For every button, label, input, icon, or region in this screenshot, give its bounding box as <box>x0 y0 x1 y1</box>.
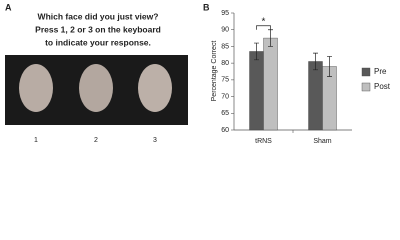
y-tick-label: 85 <box>221 43 229 50</box>
y-tick-label: 70 <box>221 93 229 100</box>
face <box>79 64 113 112</box>
panel-label: B <box>203 2 210 12</box>
figure: A Which face did you just view? Press 1,… <box>5 2 391 145</box>
significance-bracket <box>256 25 271 30</box>
error-bar <box>327 56 332 77</box>
face <box>138 64 172 112</box>
face-images <box>5 55 188 125</box>
x-tick-label: Sham <box>313 138 331 145</box>
y-tick-label: 95 <box>221 10 229 17</box>
panel-label: A <box>5 2 12 12</box>
error-bar <box>254 42 259 61</box>
error-bar <box>313 52 318 71</box>
instruction-line: to indicate your response. <box>45 37 151 47</box>
y-tick-label: 65 <box>221 110 229 117</box>
y-tick-label: 90 <box>221 27 229 34</box>
error-bar <box>268 29 273 47</box>
instruction-line: Press 1, 2 or 3 on the keyboard <box>35 24 161 34</box>
face <box>19 64 53 112</box>
bar <box>249 51 264 131</box>
face-number: 3 <box>153 137 157 144</box>
legend-label: Pre <box>374 67 387 76</box>
face-number: 1 <box>34 137 38 144</box>
legend-swatch <box>361 67 371 77</box>
bar <box>308 61 323 131</box>
y-axis-label: Percentage Correct <box>211 41 218 102</box>
x-tick-label: tRNS <box>255 138 272 145</box>
y-tick-label: 60 <box>221 127 229 134</box>
significance-marker: * <box>262 16 266 27</box>
legend-label: Post <box>374 82 391 91</box>
y-tick-label: 75 <box>221 77 229 84</box>
instruction-line: Which face did you just view? <box>38 11 159 21</box>
face-number: 2 <box>94 137 98 144</box>
y-tick-label: 80 <box>221 60 229 67</box>
bar <box>263 37 278 131</box>
legend-swatch <box>361 82 371 92</box>
